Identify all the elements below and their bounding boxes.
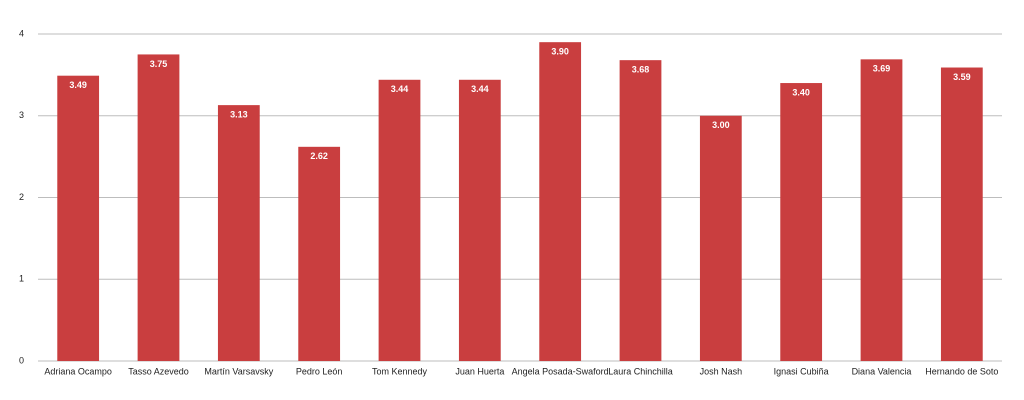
x-tick-label: Martín Varsavsky — [204, 366, 273, 376]
x-tick-label: Diana Valencia — [852, 366, 912, 376]
y-tick-label: 2 — [19, 192, 24, 202]
bar — [458, 79, 501, 361]
value-label: 3.49 — [69, 80, 87, 90]
y-tick-label: 1 — [19, 274, 24, 284]
value-label: 3.90 — [551, 47, 569, 57]
value-label: 3.59 — [953, 72, 971, 82]
bar — [137, 54, 180, 361]
bar — [940, 67, 983, 361]
value-label: 3.75 — [150, 59, 168, 69]
x-tick-label: Adriana Ocampo — [44, 366, 112, 376]
x-tick-label: Pedro León — [296, 366, 343, 376]
x-tick-label: Josh Nash — [700, 366, 743, 376]
x-tick-label: Tom Kennedy — [372, 366, 428, 376]
value-label: 3.44 — [471, 84, 489, 94]
bar — [539, 42, 582, 362]
value-label: 3.00 — [712, 120, 730, 130]
value-label: 3.68 — [632, 65, 650, 75]
value-label: 3.13 — [230, 109, 248, 119]
bar — [217, 105, 260, 361]
value-label: 3.40 — [792, 87, 810, 97]
x-tick-label: Angela Posada-Swaford — [512, 366, 609, 376]
x-tick-label: Tasso Azevedo — [128, 366, 189, 376]
bar — [298, 146, 341, 361]
bar — [57, 75, 100, 361]
bar — [619, 60, 662, 361]
y-tick-label: 4 — [19, 28, 24, 38]
x-tick-label: Laura Chinchilla — [608, 366, 673, 376]
value-label: 3.44 — [391, 84, 409, 94]
bar — [378, 79, 421, 361]
bar — [780, 83, 823, 362]
y-tick-label: 3 — [19, 110, 24, 120]
x-tick-label: Hernando de Soto — [925, 366, 998, 376]
y-tick-label: 0 — [19, 355, 24, 365]
value-label: 3.69 — [873, 64, 891, 74]
bar — [860, 59, 903, 361]
x-tick-label: Ignasi Cubiña — [774, 366, 829, 376]
bar — [699, 115, 742, 361]
x-tick-label: Juan Huerta — [455, 366, 504, 376]
value-label: 2.62 — [310, 151, 328, 161]
